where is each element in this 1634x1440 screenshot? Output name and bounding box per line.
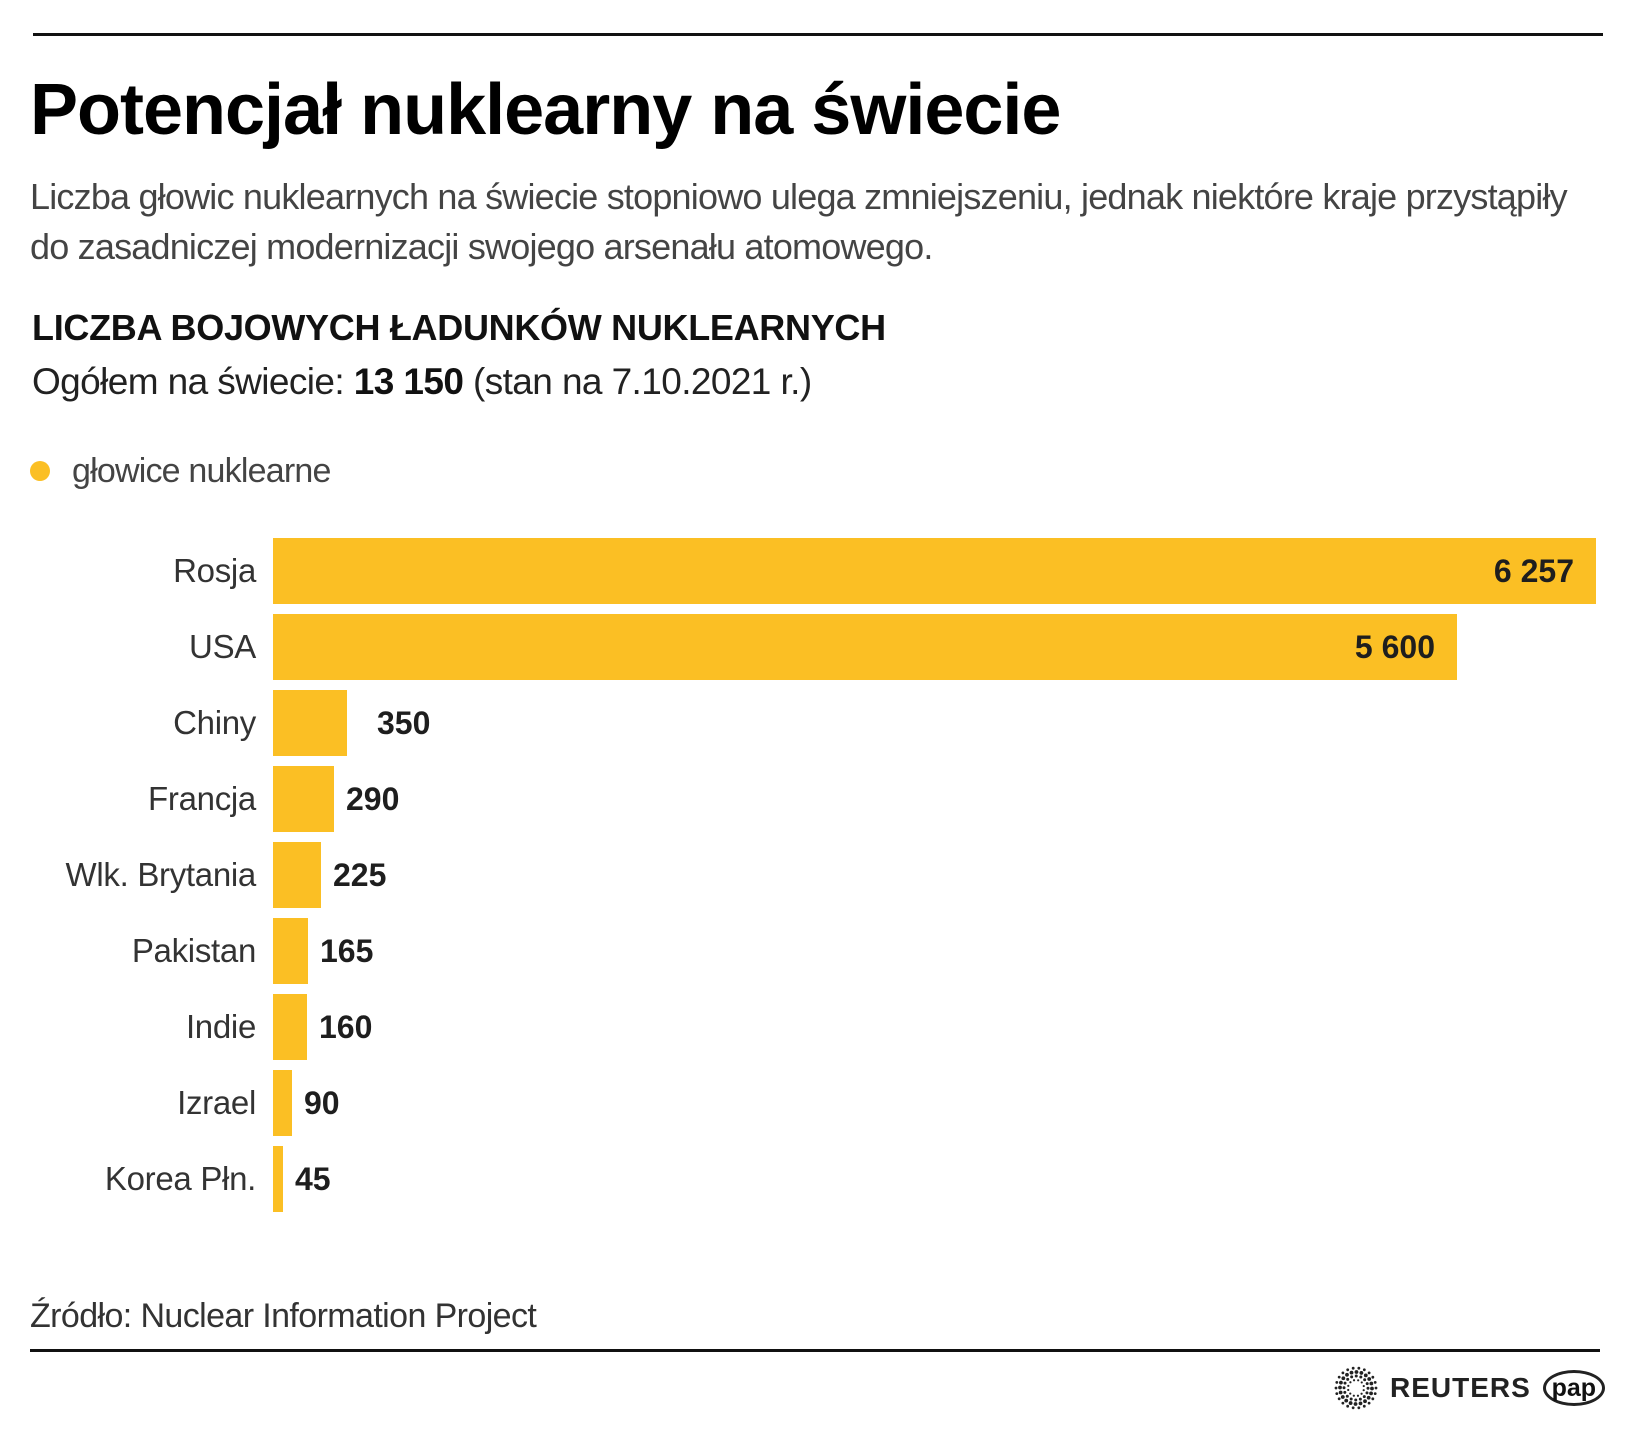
legend-dot-icon	[30, 461, 50, 481]
value-label: 165	[320, 933, 374, 969]
category-label: Pakistan	[131, 932, 256, 969]
bar	[273, 1070, 292, 1136]
bar-row: Indie 160	[0, 994, 1634, 1060]
chart-total: Ogółem na świecie: 13 150 (stan na 7.10.…	[32, 357, 812, 407]
page-subtitle: Liczba głowic nuklearnych na świecie sto…	[30, 176, 1568, 267]
category-label: Wlk. Brytania	[65, 856, 257, 893]
bar	[273, 690, 347, 756]
bar-row: Francja 290	[0, 766, 1634, 832]
logos: REUTERS pap	[1334, 1366, 1605, 1410]
chart-title: LICZBA BOJOWYCH ŁADUNKÓW NUKLEARNYCH	[32, 307, 886, 348]
bar	[273, 766, 334, 832]
category-label: Korea Płn.	[104, 1160, 256, 1197]
bar	[273, 918, 308, 984]
value-label: 90	[304, 1085, 340, 1121]
bar	[273, 538, 1596, 604]
legend-label: głowice nuklearne	[72, 451, 331, 490]
page-title: Potencjał nuklearny na świecie	[30, 70, 1061, 150]
value-label: 6 257	[1493, 553, 1574, 589]
bar	[273, 1146, 283, 1212]
bar-row: Pakistan 165	[0, 918, 1634, 984]
bar-row: Izrael 90	[0, 1070, 1634, 1136]
category-label: Indie	[185, 1008, 256, 1045]
pap-logo: pap	[1542, 1370, 1605, 1406]
reuters-logo-icon	[1334, 1366, 1378, 1410]
category-label: Francja	[148, 780, 256, 817]
bar	[273, 614, 1457, 680]
value-label: 5 600	[1354, 629, 1435, 665]
value-label: 160	[319, 1009, 373, 1045]
value-label: 45	[295, 1161, 331, 1197]
source-note: Źródło: Nuclear Information Project	[30, 1297, 537, 1335]
bar	[273, 994, 307, 1060]
reuters-wordmark: REUTERS	[1390, 1372, 1531, 1403]
bar-row: Chiny 350	[0, 690, 1634, 756]
value-label: 290	[346, 781, 400, 817]
total-suffix: (stan na 7.10.2021 r.)	[463, 361, 812, 402]
bottom-rule	[30, 1349, 1600, 1352]
bar	[273, 842, 321, 908]
bar-row: Wlk. Brytania 225	[0, 842, 1634, 908]
total-value: 13 150	[353, 361, 464, 402]
value-label: 350	[377, 705, 431, 741]
category-label: USA	[189, 628, 256, 665]
bar-row: Rosja 6 257	[0, 538, 1634, 604]
total-prefix: Ogółem na świecie:	[32, 361, 354, 402]
bar-chart: Rosja 6 257 USA 5 600 Chiny 350 Francja 290 Wlk.…	[0, 538, 1634, 1238]
category-label: Chiny	[173, 704, 256, 741]
value-label: 225	[333, 857, 387, 893]
bar-row: USA 5 600	[0, 614, 1634, 680]
legend: głowice nuklearne	[30, 446, 331, 496]
category-label: Izrael	[177, 1084, 256, 1121]
top-rule	[33, 33, 1603, 36]
category-label: Rosja	[173, 552, 256, 589]
bar-row: Korea Płn. 45	[0, 1146, 1634, 1212]
